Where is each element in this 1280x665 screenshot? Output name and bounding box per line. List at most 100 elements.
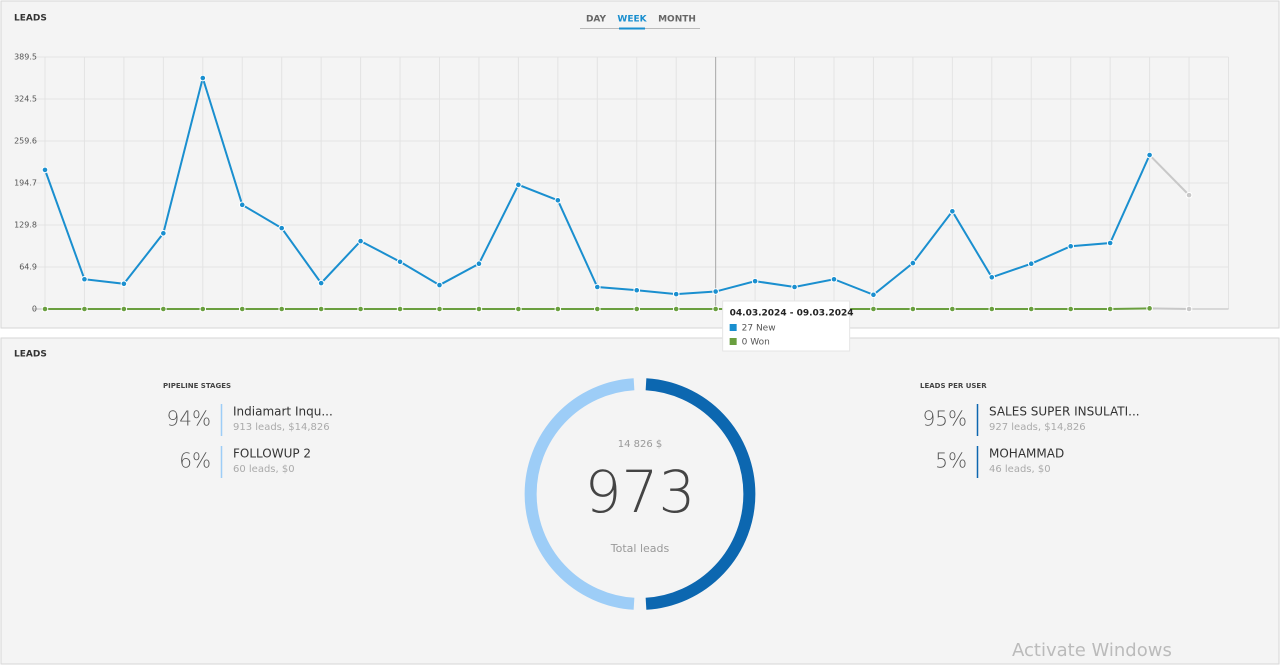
point: [1146, 151, 1153, 159]
point: [1067, 242, 1074, 250]
point: [278, 224, 286, 232]
point: [515, 305, 522, 313]
point: [396, 258, 404, 266]
tab[interactable]: WEEK: [617, 15, 647, 25]
point: [357, 305, 364, 313]
donut-total: 973: [585, 458, 696, 526]
point: [317, 305, 325, 313]
point: [949, 305, 956, 313]
tab[interactable]: MONTH: [658, 15, 696, 25]
watermark: Activate Windows: [1012, 640, 1172, 661]
y-tick-label: 64.9: [19, 263, 37, 272]
point: [988, 273, 996, 281]
point: [475, 260, 483, 268]
point: [1067, 305, 1074, 313]
row-percent: 95%: [923, 407, 967, 431]
point: [199, 74, 207, 82]
point: [317, 279, 325, 287]
point: [1185, 305, 1193, 313]
point: [81, 275, 88, 283]
donut-amount: 14 826 $: [618, 439, 663, 450]
point: [120, 305, 128, 313]
point: [120, 280, 128, 288]
point: [278, 305, 286, 313]
point: [554, 197, 562, 204]
point: [515, 181, 522, 189]
row-name: FOLLOWUP 2: [233, 447, 311, 461]
row-detail: 46 leads, $0: [989, 464, 1051, 475]
row-detail: 913 leads, $14,826: [233, 422, 330, 433]
row-detail: 60 leads, $0: [233, 464, 295, 475]
point: [357, 237, 364, 245]
point: [1185, 191, 1193, 199]
incomplete-line: [1148, 154, 1190, 196]
point: [41, 305, 49, 313]
row-name: SALES SUPER INSULATI...: [989, 405, 1140, 419]
donut-label: Total leads: [610, 542, 670, 555]
point: [751, 277, 759, 285]
point: [633, 286, 641, 294]
point: [436, 281, 443, 289]
point: [238, 305, 246, 313]
point: [1146, 305, 1153, 312]
row-name: MOHAMMAD: [989, 447, 1064, 461]
row-detail: 927 leads, $14,826: [989, 422, 1086, 433]
point: [436, 305, 443, 313]
y-tick-label: 389.5: [14, 53, 37, 62]
y-tick-label: 259.6: [14, 137, 37, 146]
point: [791, 283, 798, 291]
point: [199, 305, 207, 313]
point: [712, 305, 719, 313]
tooltip-item: 0 Won: [742, 338, 770, 348]
point: [238, 201, 246, 209]
point: [712, 288, 719, 295]
point: [1027, 305, 1035, 313]
point: [988, 305, 996, 313]
y-tick-label: 129.8: [14, 221, 37, 230]
point: [1027, 260, 1035, 268]
point: [830, 275, 838, 283]
y-tick-label: 324.5: [14, 95, 37, 104]
tooltip-swatch: [729, 338, 737, 345]
point: [160, 305, 167, 313]
y-tick-label: 194.7: [14, 179, 37, 188]
tooltip-swatch: [729, 324, 737, 331]
point: [672, 305, 680, 313]
row-percent: 94%: [167, 407, 211, 431]
point: [475, 305, 483, 313]
chart-panel: [0, 0, 1280, 329]
chart-title: LEADS: [14, 14, 47, 24]
point: [81, 305, 88, 313]
donut-arc: [645, 378, 756, 610]
section-header: PIPELINE STAGES: [163, 382, 231, 390]
y-tick-label: 0: [32, 305, 37, 314]
row-name: Indiamart Inqu...: [233, 405, 333, 419]
point: [396, 305, 404, 313]
point: [672, 290, 680, 298]
tooltip-item: 27 New: [742, 324, 776, 334]
incomplete-line: [1149, 307, 1190, 310]
tooltip: [722, 300, 851, 352]
point: [949, 208, 956, 215]
point: [909, 259, 917, 267]
point: [41, 166, 49, 174]
row-percent: 5%: [935, 449, 967, 473]
point: [594, 283, 601, 291]
point: [870, 291, 877, 299]
point: [554, 305, 562, 313]
section-header: LEADS PER USER: [920, 382, 987, 390]
point: [633, 305, 641, 313]
summary-panel: [0, 337, 1280, 665]
summary-title: LEADS: [14, 350, 47, 360]
point: [594, 305, 601, 313]
point: [1106, 305, 1114, 313]
point: [1106, 239, 1114, 247]
row-percent: 6%: [179, 449, 211, 473]
point: [160, 230, 167, 237]
tooltip-title: 04.03.2024 - 09.03.2024: [730, 309, 854, 319]
point: [909, 305, 917, 313]
tab[interactable]: DAY: [586, 15, 607, 25]
donut-arc: [524, 378, 635, 610]
